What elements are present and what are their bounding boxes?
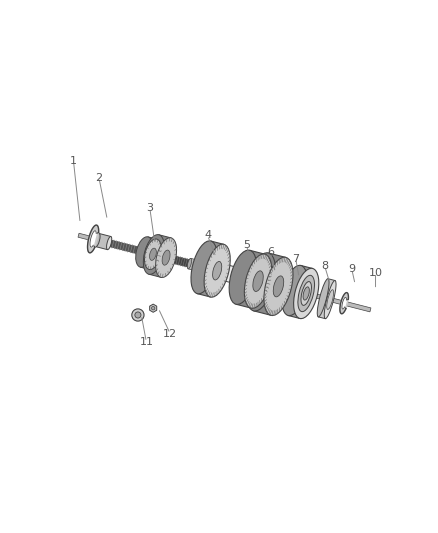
Ellipse shape (247, 253, 276, 311)
Ellipse shape (212, 261, 222, 280)
Ellipse shape (234, 268, 241, 284)
Ellipse shape (162, 250, 170, 265)
Text: 7: 7 (292, 254, 299, 264)
Ellipse shape (187, 259, 191, 269)
Ellipse shape (327, 290, 334, 310)
Polygon shape (150, 304, 157, 312)
Ellipse shape (273, 276, 284, 297)
Polygon shape (288, 265, 313, 318)
Text: 2: 2 (95, 173, 102, 182)
Ellipse shape (317, 279, 329, 317)
Text: 6: 6 (267, 247, 274, 257)
Ellipse shape (293, 268, 319, 319)
Ellipse shape (229, 250, 257, 304)
Text: 4: 4 (204, 230, 211, 240)
Ellipse shape (191, 241, 217, 294)
Ellipse shape (301, 281, 311, 305)
Text: 11: 11 (139, 337, 153, 347)
Polygon shape (140, 237, 157, 269)
Ellipse shape (149, 248, 156, 260)
Polygon shape (254, 253, 286, 316)
Ellipse shape (264, 257, 293, 316)
Text: 1: 1 (70, 156, 77, 166)
Text: 8: 8 (321, 261, 328, 271)
Circle shape (152, 306, 155, 310)
Polygon shape (340, 293, 348, 314)
Circle shape (132, 309, 144, 321)
Polygon shape (342, 297, 346, 309)
Ellipse shape (196, 261, 200, 271)
Ellipse shape (136, 237, 153, 267)
Ellipse shape (145, 239, 162, 270)
Polygon shape (165, 254, 202, 270)
Text: 3: 3 (146, 203, 153, 213)
Ellipse shape (244, 254, 272, 308)
Polygon shape (318, 279, 335, 319)
Ellipse shape (214, 263, 220, 279)
Text: 10: 10 (368, 268, 382, 278)
Polygon shape (149, 235, 171, 277)
Ellipse shape (303, 287, 309, 300)
Text: 9: 9 (348, 264, 355, 274)
Text: 5: 5 (243, 240, 250, 251)
Ellipse shape (106, 237, 112, 249)
Ellipse shape (282, 265, 307, 316)
Polygon shape (236, 251, 265, 308)
Ellipse shape (155, 238, 177, 278)
Circle shape (135, 312, 141, 318)
Polygon shape (90, 231, 96, 247)
Ellipse shape (298, 276, 314, 312)
Polygon shape (188, 259, 200, 271)
Polygon shape (197, 241, 224, 297)
Ellipse shape (204, 244, 230, 297)
Polygon shape (96, 233, 111, 249)
Polygon shape (215, 263, 240, 284)
Polygon shape (101, 238, 161, 260)
Text: 12: 12 (163, 329, 177, 338)
Ellipse shape (95, 233, 100, 247)
Polygon shape (88, 225, 99, 253)
Ellipse shape (253, 271, 263, 292)
Polygon shape (78, 233, 371, 312)
Ellipse shape (324, 280, 336, 319)
Ellipse shape (143, 235, 164, 274)
